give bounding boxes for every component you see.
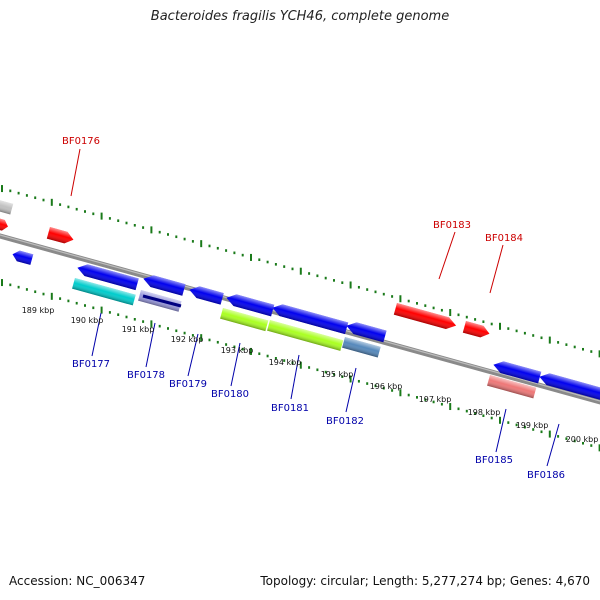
leader-bf0176 [70,148,81,197]
gene-bf0186 [539,373,600,402]
map-title: Bacteroides fragilis YCH46, complete gen… [150,9,450,24]
gene-grey-fragment [0,198,14,215]
gene-bf0182 [346,322,387,343]
gene-bf0184 [462,321,490,338]
genome-summary-text: Topology: circular; Length: 5,277,274 bp… [260,574,590,588]
leader-bf0179 [187,333,199,377]
gene-track [0,198,600,402]
feature-bf0182 [342,337,381,358]
scale-label: 193 kbp [221,346,254,355]
scale-label: 196 kbp [370,382,403,391]
scale-label: 198 kbp [468,408,501,417]
scale-label: 195 kbp [321,370,354,379]
gene-label-bf0178: BF0178 [127,370,165,381]
gene-bf0179 [189,286,224,305]
gene-red-fragment [0,217,8,231]
scale-label: 189 kbp [22,306,55,315]
feature-bf0185 [487,375,537,399]
gene-bf0177 [77,264,139,291]
gene-label-bf0177: BF0177 [72,359,110,370]
gene-label-bf0180: BF0180 [211,389,249,400]
scale-label: 192 kbp [171,335,204,344]
gene-bf0181 [272,304,349,335]
gene-bf0185 [493,361,542,384]
gene-blue-fragment [12,250,34,265]
gene-label-bf0185: BF0185 [475,455,513,466]
gene-bf0183 [393,303,457,329]
leader-bf0181 [290,354,300,400]
gene-label-bf0182: BF0182 [326,416,364,427]
gene-label-bf0183: BF0183 [433,220,471,231]
leader-bf0178 [145,322,156,368]
gene-label-bf0181: BF0181 [271,403,309,414]
labels: BF0176 BF0183 BF0184 BF0177 BF0178 BF0179 BF01… [22,136,599,481]
label-leaders [70,148,560,467]
gene-label-bf0176: BF0176 [62,136,100,147]
feature-bf0181 [267,320,344,351]
gene-bf0176 [46,227,74,244]
leader-bf0184 [489,244,504,294]
leader-bf0186 [546,423,560,467]
scale-label: 194 kbp [269,358,302,367]
scale-label: 200 kbp [566,435,599,444]
accession-text: Accession: NC_006347 [9,574,146,588]
feature-bf0177 [72,278,136,306]
gene-label-bf0186: BF0186 [527,470,565,481]
scale-label: 191 kbp [122,325,155,334]
leader-bf0177 [91,312,102,357]
gene-label-bf0184: BF0184 [485,233,523,244]
feature-bf0180 [220,308,269,332]
leader-bf0183 [438,231,456,280]
gene-bf0178 [143,275,186,296]
scale-label: 199 kbp [516,421,549,430]
gene-label-bf0179: BF0179 [169,379,207,390]
scale-label: 197 kbp [419,395,452,404]
leader-bf0185 [495,408,507,453]
leader-bf0180 [230,342,241,387]
gene-bf0180 [226,294,275,317]
scale-label: 190 kbp [71,316,104,325]
leader-bf0182 [345,367,357,413]
